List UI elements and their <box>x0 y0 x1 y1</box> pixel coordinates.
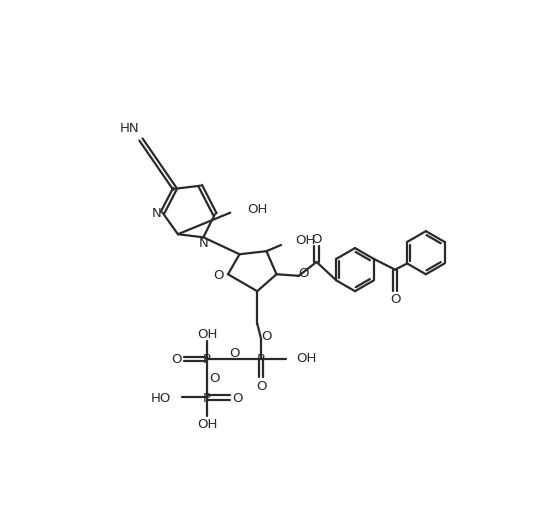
Text: O: O <box>261 330 272 343</box>
Text: HO: HO <box>151 391 171 404</box>
Text: O: O <box>256 379 266 392</box>
Text: N: N <box>151 207 161 220</box>
Text: P: P <box>257 353 265 366</box>
Text: OH: OH <box>295 234 315 247</box>
Text: O: O <box>213 268 224 281</box>
Text: HN: HN <box>119 122 139 134</box>
Text: O: O <box>229 346 239 359</box>
Text: P: P <box>203 353 211 366</box>
Text: O: O <box>209 371 219 384</box>
Text: O: O <box>390 293 400 306</box>
Text: N: N <box>199 237 209 250</box>
Text: OH: OH <box>197 327 217 341</box>
Text: OH: OH <box>197 417 217 430</box>
Text: O: O <box>171 353 182 366</box>
Text: O: O <box>233 391 243 404</box>
Text: P: P <box>203 391 211 404</box>
Text: OH: OH <box>248 202 268 215</box>
Text: O: O <box>298 267 309 279</box>
Text: O: O <box>311 232 322 245</box>
Text: OH: OH <box>296 351 317 364</box>
